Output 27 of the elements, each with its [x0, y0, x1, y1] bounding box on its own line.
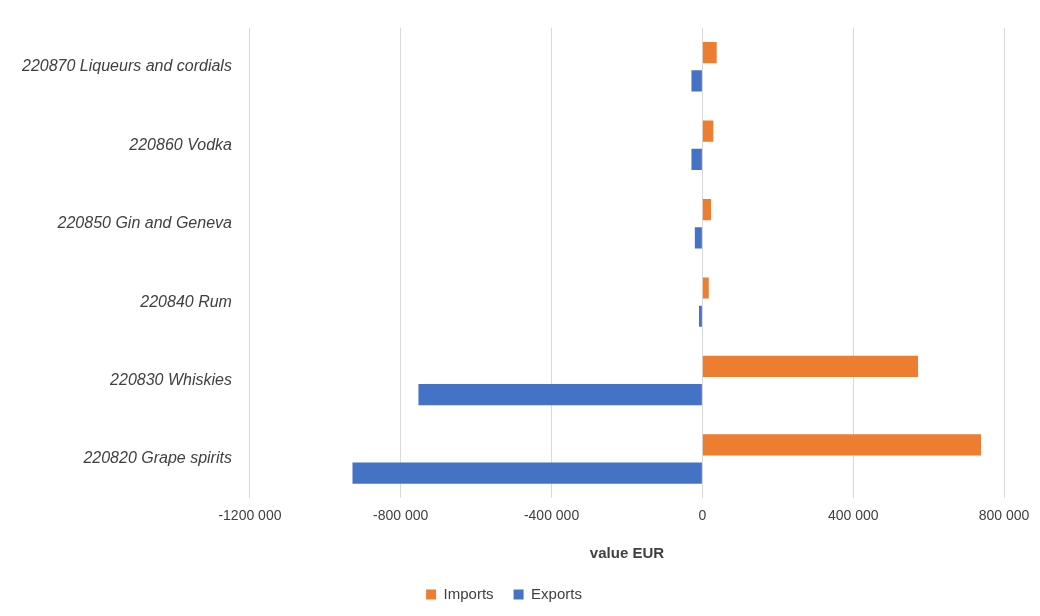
x-tick-label: 400 000 [827, 507, 879, 524]
x-tick-label: -400 000 [523, 507, 580, 524]
bar [694, 227, 702, 249]
bar [352, 462, 702, 484]
x-tick-label: -1200 000 [218, 507, 282, 524]
bar [418, 384, 702, 406]
bar [702, 277, 709, 299]
y-tick-label: 220830 Whiskies [109, 371, 232, 388]
legend-label: Imports [443, 584, 494, 602]
y-tick-label: 220820 Grape spirits [82, 449, 232, 467]
bar [702, 120, 714, 142]
bar [702, 198, 712, 221]
y-tick-label: 220850 Gin and Geneva [56, 214, 233, 232]
y-tick-label: 220840 Rum [139, 292, 232, 310]
x-tick-label: 800 000 [978, 507, 1030, 524]
legend-label: Exports [531, 584, 582, 602]
x-tick-label: 0 [698, 507, 707, 524]
bar [702, 355, 919, 378]
bar [702, 434, 981, 456]
bar [691, 70, 702, 92]
bar [702, 42, 717, 64]
y-tick-label: 220870 Liqueurs and cordials [20, 57, 232, 75]
bar [691, 148, 702, 170]
y-tick-label: 220860 Vodka [128, 135, 233, 153]
x-tick-label: -800 000 [373, 507, 429, 524]
x-axis-title: value EUR [589, 544, 665, 562]
bar [698, 305, 702, 327]
